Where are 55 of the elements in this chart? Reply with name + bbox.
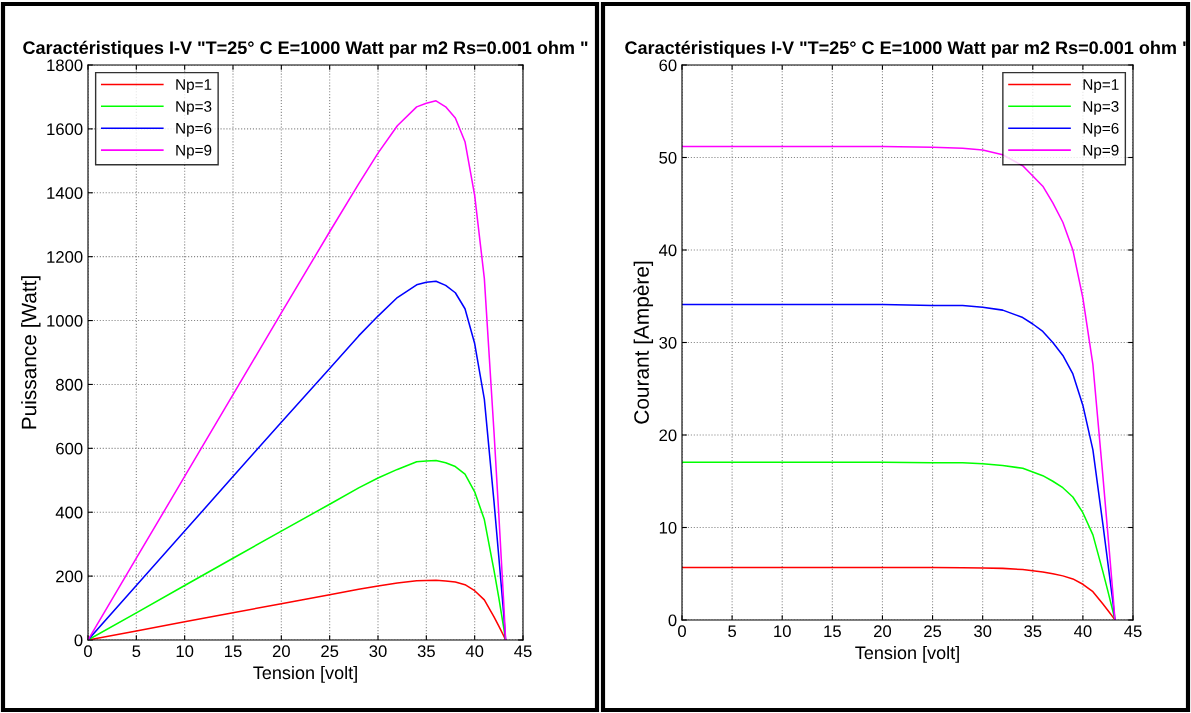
x-tick-label: 25 <box>924 625 942 638</box>
legend-label: Np=9 <box>1083 144 1119 159</box>
legend-label: Np=9 <box>176 144 212 159</box>
legend-label: Np=1 <box>176 79 212 93</box>
y-tick-label: 40 <box>658 244 677 257</box>
y-tick-label: 10 <box>659 521 677 534</box>
y-tick-label: 800 <box>56 378 83 391</box>
y-tick-label: 1600 <box>47 123 83 136</box>
y-axis-title: Courant [Ampère] <box>633 261 654 424</box>
line-series <box>88 280 507 640</box>
x-axis-title: Tension [volt] <box>253 665 357 683</box>
y-tick-label: 60 <box>659 59 677 72</box>
legend-label: Np=1 <box>1083 79 1119 93</box>
x-tick-label: 40 <box>465 645 484 658</box>
x-tick-label: 5 <box>132 645 141 658</box>
legend-label: Np=3 <box>1083 101 1119 115</box>
legend-label: Np=6 <box>176 122 212 137</box>
y-tick-label: 50 <box>659 151 677 164</box>
x-tick-label: 5 <box>728 625 737 638</box>
x-tick-label: 15 <box>824 625 841 638</box>
legend-label: Np=3 <box>176 101 212 115</box>
y-tick-label: 1800 <box>47 59 83 72</box>
x-tick-label: 45 <box>514 645 532 658</box>
line-series <box>682 566 1116 620</box>
x-tick-label: 10 <box>176 645 194 658</box>
x-tick-label: 35 <box>1024 625 1042 638</box>
x-tick-label: 45 <box>1124 625 1142 638</box>
y-tick-label: 30 <box>659 336 677 349</box>
y-tick-label: 20 <box>659 429 677 442</box>
x-axis-title: Tension [volt] <box>855 645 959 663</box>
y-tick-label: 1400 <box>47 187 83 199</box>
y-tick-label: 600 <box>56 442 83 455</box>
y-tick-label: 1200 <box>47 251 83 263</box>
y-tick-label: 0 <box>668 614 677 627</box>
line-series <box>88 100 507 640</box>
x-tick-label: 20 <box>874 625 892 638</box>
y-tick-label: 0 <box>74 634 83 647</box>
y-tick-label: 1000 <box>47 314 83 327</box>
line-series <box>88 459 507 640</box>
y-axis-title: Puissance [Watt] <box>21 276 41 429</box>
y-tick-label: 200 <box>56 570 83 583</box>
line-series <box>682 461 1116 620</box>
x-tick-label: 15 <box>225 645 242 658</box>
x-tick-label: 40 <box>1074 625 1092 638</box>
x-tick-label: 30 <box>369 645 387 658</box>
x-tick-label: 10 <box>774 625 791 638</box>
x-tick-label: 0 <box>84 645 92 658</box>
y-tick-label: 400 <box>55 506 83 519</box>
legend-label: Np=6 <box>1083 122 1119 137</box>
x-tick-label: 20 <box>272 645 290 658</box>
x-tick-label: 25 <box>321 645 339 658</box>
x-tick-label: 0 <box>678 625 686 638</box>
chart-title: Caractéristiques I-V "T=25° C E=1000 Watt par m2 Rs=0.001 ohm " <box>23 40 588 58</box>
x-tick-label: 30 <box>974 625 992 638</box>
x-tick-label: 35 <box>417 645 435 658</box>
